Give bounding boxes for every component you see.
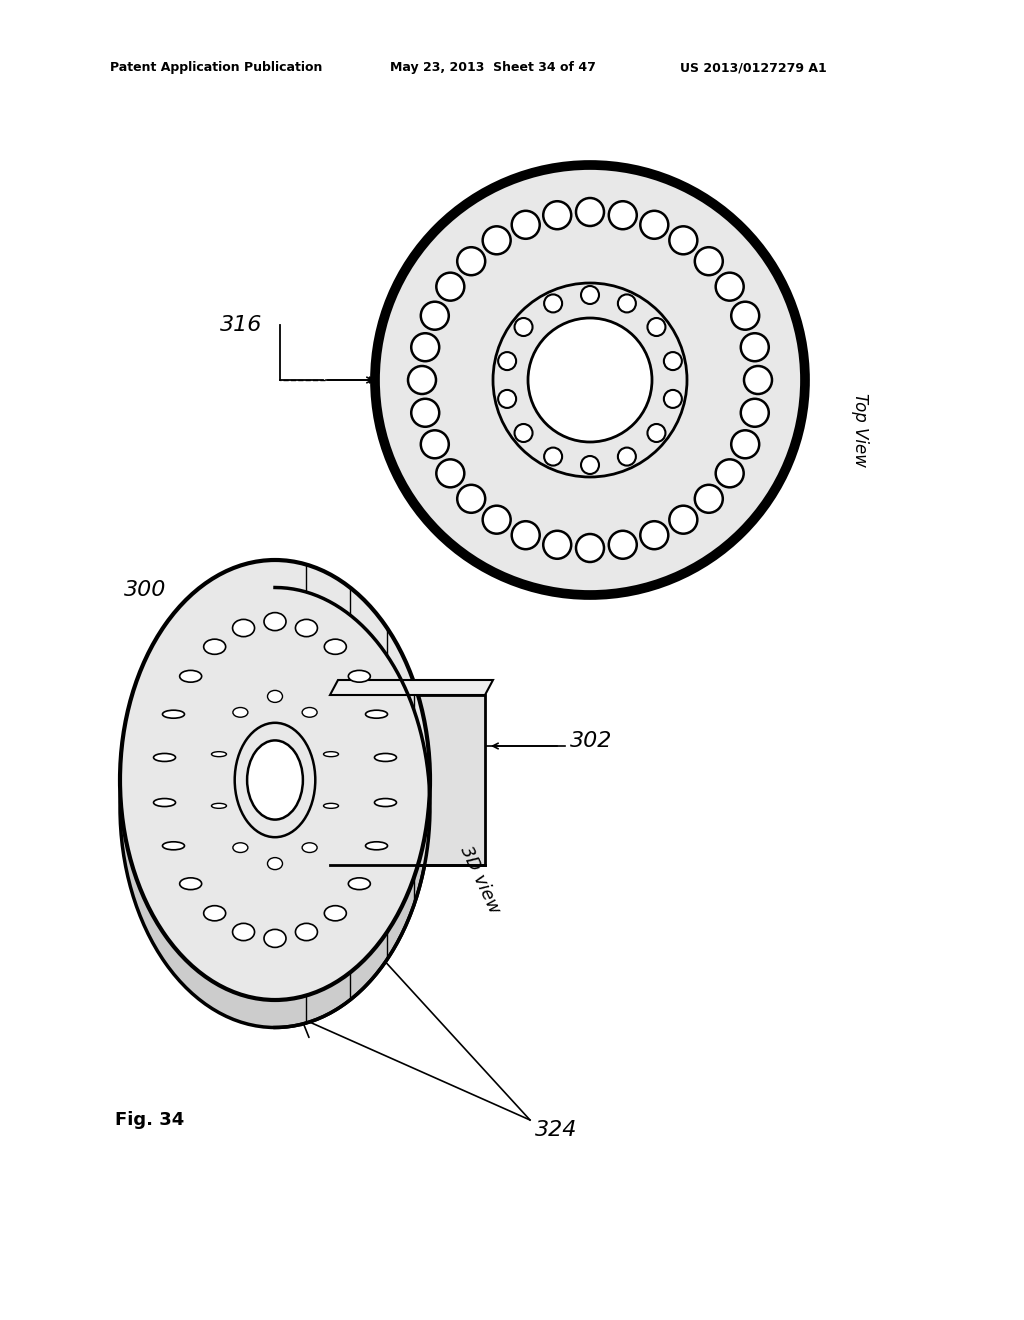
Circle shape: [436, 459, 464, 487]
Circle shape: [670, 226, 697, 255]
Ellipse shape: [324, 804, 339, 808]
Circle shape: [498, 389, 516, 408]
Circle shape: [514, 318, 532, 337]
Polygon shape: [330, 680, 493, 696]
Ellipse shape: [264, 929, 286, 948]
Ellipse shape: [302, 842, 317, 853]
Circle shape: [670, 506, 697, 533]
Circle shape: [421, 302, 449, 330]
Circle shape: [436, 273, 464, 301]
Ellipse shape: [366, 842, 387, 850]
Ellipse shape: [212, 751, 226, 756]
Ellipse shape: [120, 560, 430, 1001]
Circle shape: [495, 285, 685, 475]
Text: Fig. 34: Fig. 34: [115, 1111, 184, 1129]
Circle shape: [740, 333, 769, 362]
Ellipse shape: [234, 723, 315, 837]
Text: Patent Application Publication: Patent Application Publication: [110, 62, 323, 74]
Text: 300: 300: [124, 579, 166, 601]
Circle shape: [421, 430, 449, 458]
Ellipse shape: [154, 754, 175, 762]
Text: 324: 324: [535, 1119, 578, 1140]
Circle shape: [617, 447, 636, 466]
Circle shape: [375, 165, 805, 595]
Circle shape: [575, 535, 604, 562]
Circle shape: [544, 294, 562, 313]
Circle shape: [543, 531, 571, 558]
Circle shape: [581, 286, 599, 304]
Ellipse shape: [302, 708, 317, 717]
Circle shape: [528, 318, 652, 442]
Circle shape: [640, 521, 669, 549]
Circle shape: [457, 484, 485, 512]
Text: 302: 302: [570, 731, 612, 751]
Ellipse shape: [204, 639, 225, 655]
Circle shape: [482, 226, 511, 255]
Circle shape: [647, 318, 666, 337]
Circle shape: [647, 424, 666, 442]
Ellipse shape: [375, 754, 396, 762]
Ellipse shape: [232, 708, 248, 717]
Ellipse shape: [154, 799, 175, 807]
Circle shape: [695, 484, 723, 512]
Circle shape: [412, 399, 439, 426]
Circle shape: [731, 302, 759, 330]
Circle shape: [412, 333, 439, 362]
Ellipse shape: [375, 799, 396, 807]
Circle shape: [581, 455, 599, 474]
Circle shape: [731, 430, 759, 458]
Circle shape: [575, 198, 604, 226]
Ellipse shape: [247, 741, 303, 820]
Ellipse shape: [179, 878, 202, 890]
Text: Top View: Top View: [851, 393, 869, 467]
Ellipse shape: [232, 842, 248, 853]
Ellipse shape: [179, 671, 202, 682]
Circle shape: [664, 352, 682, 370]
Ellipse shape: [296, 619, 317, 636]
Text: US 2013/0127279 A1: US 2013/0127279 A1: [680, 62, 826, 74]
Circle shape: [695, 247, 723, 275]
Circle shape: [482, 506, 511, 533]
Text: 316: 316: [220, 315, 262, 335]
Ellipse shape: [232, 619, 255, 636]
Circle shape: [457, 247, 485, 275]
Circle shape: [498, 352, 516, 370]
Circle shape: [744, 366, 772, 393]
Ellipse shape: [325, 906, 346, 921]
Circle shape: [617, 294, 636, 313]
Ellipse shape: [264, 612, 286, 631]
Circle shape: [640, 211, 669, 239]
Ellipse shape: [204, 906, 225, 921]
Circle shape: [609, 201, 637, 230]
Ellipse shape: [232, 924, 255, 941]
FancyBboxPatch shape: [330, 696, 485, 865]
Ellipse shape: [324, 751, 339, 756]
Circle shape: [716, 459, 743, 487]
Ellipse shape: [296, 924, 317, 941]
Circle shape: [609, 531, 637, 558]
Ellipse shape: [348, 878, 371, 890]
Circle shape: [544, 447, 562, 466]
Circle shape: [716, 273, 743, 301]
Circle shape: [514, 424, 532, 442]
Text: 3D view: 3D view: [457, 843, 504, 916]
Ellipse shape: [325, 639, 346, 655]
Circle shape: [493, 282, 687, 477]
Circle shape: [543, 201, 571, 230]
Circle shape: [664, 389, 682, 408]
Ellipse shape: [163, 842, 184, 850]
Circle shape: [512, 521, 540, 549]
Ellipse shape: [163, 710, 184, 718]
Ellipse shape: [212, 804, 226, 808]
Text: May 23, 2013  Sheet 34 of 47: May 23, 2013 Sheet 34 of 47: [390, 62, 596, 74]
Ellipse shape: [120, 587, 430, 1027]
Ellipse shape: [366, 710, 387, 718]
Circle shape: [408, 366, 436, 393]
Circle shape: [512, 211, 540, 239]
Ellipse shape: [348, 671, 371, 682]
Ellipse shape: [267, 690, 283, 702]
Ellipse shape: [267, 858, 283, 870]
Circle shape: [740, 399, 769, 426]
